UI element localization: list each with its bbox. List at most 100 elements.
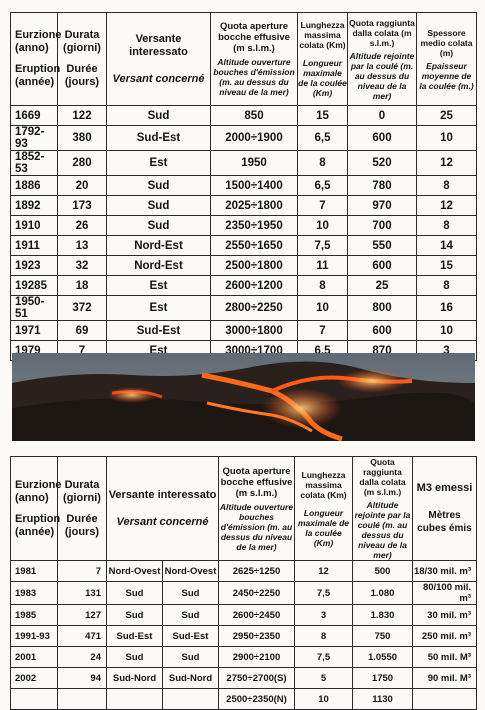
duration-cell: 131 xyxy=(57,581,107,605)
volume-cell xyxy=(412,688,477,710)
table-row: 1971 69 Sud-Est 3000÷1800 7 600 10 xyxy=(10,320,477,341)
slope-cell: Est xyxy=(106,150,211,176)
reached-altitude-cell: 25 xyxy=(347,275,417,296)
vent-altitude-cell: 1950 xyxy=(210,150,298,176)
slope-cell: Sud xyxy=(106,581,163,605)
slope-cell: Sud xyxy=(106,105,211,126)
thickness-cell: 12 xyxy=(416,150,477,176)
vent-altitude-cell: 2600÷2450 xyxy=(218,604,295,626)
year-cell: 1892 xyxy=(10,195,58,216)
year-cell: 1950-51 xyxy=(10,295,58,321)
reached-altitude-cell: 1130 xyxy=(352,688,413,710)
vent-altitude-cell: 2800÷2250 xyxy=(210,295,298,321)
reached-altitude-cell: 520 xyxy=(347,150,417,176)
slope-cell-secondary: Sud xyxy=(162,604,219,626)
slope-cell-secondary: Nord-Ovest xyxy=(162,560,219,582)
eruption-year-header: Eurzione (anno) Eruption (année) xyxy=(10,12,61,106)
lava-flow-photo xyxy=(12,353,475,441)
eruption-year-header: Eurzione (anno) Eruption (année) xyxy=(10,456,61,561)
slope-cell-secondary: Sud-Est xyxy=(162,625,219,647)
slope-cell-secondary: Sud xyxy=(162,646,219,668)
table-row: 1669 122 Sud 850 15 0 25 xyxy=(10,105,477,126)
table-row: 2002 94 Sud-Nord Sud-Nord 2750÷2700(S) 5 1750 9… xyxy=(10,667,477,689)
duration-cell: 20 xyxy=(57,175,107,196)
vent-altitude-cell: 2500÷2350(N) xyxy=(218,688,295,710)
reached-altitude-cell: 800 xyxy=(347,295,417,321)
flow-length-cell: 7 xyxy=(297,320,348,341)
reached-altitude-cell: 700 xyxy=(347,215,417,236)
vent-altitude-cell: 850 xyxy=(210,105,298,126)
slope-cell: Sud xyxy=(106,604,163,626)
vent-altitude-cell: 2750÷2700(S) xyxy=(218,667,295,689)
table-row: 1892 173 Sud 2025÷1800 7 970 12 xyxy=(10,195,477,216)
vent-altitude-header: Quota aperture bocche effusive (m s.l.m.… xyxy=(218,456,295,561)
duration-cell: 173 xyxy=(57,195,107,216)
vent-altitude-cell: 2500÷1800 xyxy=(210,255,298,276)
reached-altitude-cell: 780 xyxy=(347,175,417,196)
vent-altitude-cell: 2625÷1250 xyxy=(218,560,295,582)
flow-length-cell: 8 xyxy=(294,625,353,647)
reached-altitude-cell: 750 xyxy=(352,625,413,647)
flow-length-cell: 11 xyxy=(297,255,348,276)
slope-cell-secondary: Sud xyxy=(162,581,219,605)
flow-length-cell: 7,5 xyxy=(297,235,348,256)
volume-header: M3 emessi Mètres cubes émis xyxy=(412,456,477,561)
year-cell: 1886 xyxy=(10,175,58,196)
table-row: 1911 13 Nord-Est 2550÷1650 7,5 550 14 xyxy=(10,235,477,256)
table-row: 1981 7 Nord-Ovest Nord-Ovest 2625÷1250 12 500 1… xyxy=(10,560,477,582)
flow-length-cell: 8 xyxy=(297,150,348,176)
table-row: 1886 20 Sud 1500÷1400 6,5 780 8 xyxy=(10,175,477,196)
duration-cell: 122 xyxy=(57,105,107,126)
duration-cell: 127 xyxy=(57,604,107,626)
year-cell: 2002 xyxy=(10,667,58,689)
year-cell: 1669 xyxy=(10,105,58,126)
volume-cell: 18/30 mil. m³ xyxy=(412,560,477,582)
slope-cell: Est xyxy=(106,295,211,321)
volume-cell: 80/100 mil. m³ xyxy=(412,581,477,605)
reached-altitude-cell: 500 xyxy=(352,560,413,582)
table-row: 1950-51 372 Est 2800÷2250 10 800 16 xyxy=(10,295,477,321)
vent-altitude-cell: 2950÷2350 xyxy=(218,625,295,647)
duration-header: Durata (giorni) Durée (jours) xyxy=(57,456,107,561)
year-cell: 1911 xyxy=(10,235,58,256)
flow-length-header: Lunghezza massima colata (Km) Longueur m… xyxy=(297,12,348,106)
table-row: 1923 32 Nord-Est 2500÷1800 11 600 15 xyxy=(10,255,477,276)
vent-altitude-cell: 2550÷1650 xyxy=(210,235,298,256)
slope-cell: Sud xyxy=(106,646,163,668)
slope-cell: Nord-Est xyxy=(106,235,211,256)
flow-length-cell: 6,5 xyxy=(297,175,348,196)
reached-altitude-cell: 600 xyxy=(347,320,417,341)
reached-altitude-cell: 1.830 xyxy=(352,604,413,626)
table-row: 19285 18 Est 2600÷1200 8 25 8 xyxy=(10,275,477,296)
duration-cell: 24 xyxy=(57,646,107,668)
table-row: 1985 127 Sud Sud 2600÷2450 3 1.830 30 mil. m³ xyxy=(10,604,477,626)
year-cell: 1792-93 xyxy=(10,125,58,151)
reached-altitude-cell: 600 xyxy=(347,255,417,276)
table-header-row: Eurzione (anno) Eruption (année) Durata … xyxy=(10,12,477,106)
table-row: 1991-93 471 Sud-Est Sud-Est 2950÷2350 8 750 250… xyxy=(10,625,477,647)
flow-length-cell: 5 xyxy=(294,667,353,689)
duration-cell: 280 xyxy=(57,150,107,176)
thickness-header: Spessore medio colata (m) Epaisseur moye… xyxy=(416,12,477,106)
slope-cell-secondary: Sud-Nord xyxy=(162,667,219,689)
reached-altitude-header: Quota raggiunta dalla colata (m s.l.m.) … xyxy=(352,456,413,561)
slope-header: Versante interessato Versant concerné xyxy=(106,456,219,561)
thickness-cell: 10 xyxy=(416,125,477,151)
year-cell: 1983 xyxy=(10,581,58,605)
duration-cell: 26 xyxy=(57,215,107,236)
flow-length-cell: 7 xyxy=(297,195,348,216)
duration-cell: 380 xyxy=(57,125,107,151)
vent-altitude-cell: 2350÷1950 xyxy=(210,215,298,236)
reached-altitude-cell: 1.0550 xyxy=(352,646,413,668)
reached-altitude-cell: 1750 xyxy=(352,667,413,689)
table-row: 1792-93 380 Sud-Est 2000÷1900 6,5 600 10 xyxy=(10,125,477,151)
flow-length-cell: 8 xyxy=(297,275,348,296)
reached-altitude-cell: 970 xyxy=(347,195,417,216)
duration-cell: 18 xyxy=(57,275,107,296)
slope-cell: Sud xyxy=(106,195,211,216)
year-cell: 1923 xyxy=(10,255,58,276)
thickness-cell: 14 xyxy=(416,235,477,256)
year-cell xyxy=(10,688,58,710)
slope-header: Versante interessato Versant concerné xyxy=(106,12,211,106)
eruptions-table-2: Eurzione (anno) Eruption (année) Durata … xyxy=(10,456,477,710)
